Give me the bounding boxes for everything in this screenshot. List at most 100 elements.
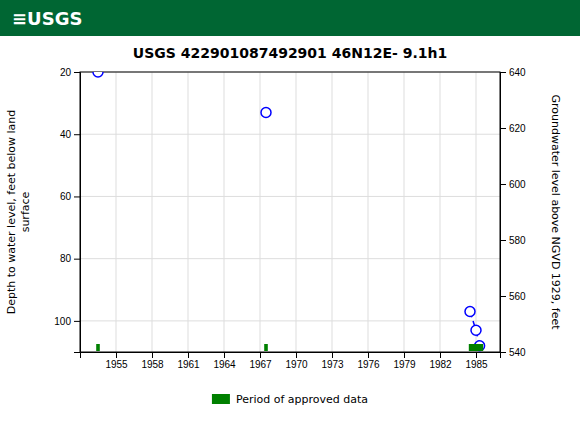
grid-line-x bbox=[224, 72, 225, 352]
x-tick-label: 1961 bbox=[177, 359, 200, 370]
x-tick: 1982 bbox=[429, 352, 452, 370]
x-tick-mark bbox=[332, 352, 333, 358]
x-tick-label: 1985 bbox=[465, 359, 488, 370]
title: USGS 422901087492901 46N12E- 9.1h1 bbox=[133, 45, 447, 61]
y2-tick: 580 bbox=[500, 235, 526, 246]
grid-line-x bbox=[476, 72, 477, 352]
y-tick-mark bbox=[74, 259, 80, 260]
y2-tick-label: 540 bbox=[509, 347, 526, 358]
x-tick-label: 1967 bbox=[249, 359, 272, 370]
x-tick-mark bbox=[368, 352, 369, 358]
x-tick-mark bbox=[260, 352, 261, 358]
x-tick-mark bbox=[224, 352, 225, 358]
x-tick-mark bbox=[296, 352, 297, 358]
grid-line-x bbox=[404, 72, 405, 352]
grid-line-x bbox=[152, 72, 153, 352]
y2-tick-mark bbox=[500, 352, 506, 353]
x-tick-mark bbox=[404, 352, 405, 358]
x-tick-mark bbox=[152, 352, 153, 358]
x-tick-mark bbox=[188, 352, 189, 358]
grid-line-x bbox=[332, 72, 333, 352]
grid-line-x bbox=[116, 72, 117, 352]
y-tick: 40 bbox=[60, 129, 80, 140]
legend-item: Period of approved data bbox=[212, 393, 368, 406]
y2-axis-label: Groundwater level above NGVD 1929, feet bbox=[549, 94, 562, 330]
y2-tick: 620 bbox=[500, 123, 526, 134]
y-tick: 60 bbox=[60, 191, 80, 202]
y-tick-label: 100 bbox=[54, 316, 71, 327]
y2-tick-label: 640 bbox=[509, 67, 526, 78]
plot-frame bbox=[80, 72, 500, 352]
y-axis: 20406080100 bbox=[54, 67, 80, 353]
y-tick: 100 bbox=[54, 316, 80, 327]
grid-line-y bbox=[80, 134, 500, 135]
chart: ≡USGS USGS 422901087492901 46N12E- 9.1h1 1… bbox=[0, 0, 580, 430]
y-axis-label: Depth to water level, feet below landsur… bbox=[5, 110, 31, 315]
period-bar bbox=[469, 344, 483, 351]
y2-tick-mark bbox=[500, 72, 506, 73]
y2-tick: 640 bbox=[500, 67, 526, 78]
y2-tick-mark bbox=[500, 184, 506, 185]
y-tick-mark bbox=[74, 321, 80, 322]
x-axis: 1955 1958 1961 1964 1967 1970 1973 1976 1979 1982… bbox=[81, 352, 501, 370]
x-tick: 1967 bbox=[249, 352, 272, 370]
x-tick-label: 1982 bbox=[429, 359, 452, 370]
legend-label: Period of approved data bbox=[236, 393, 368, 406]
y2-tick-label: 580 bbox=[509, 235, 526, 246]
plot-area bbox=[93, 72, 485, 351]
x-tick-mark bbox=[116, 352, 117, 358]
grid-line-y bbox=[80, 320, 500, 321]
y-axis-line bbox=[74, 73, 81, 353]
annotation: ≡USGS bbox=[12, 8, 82, 29]
x-tick: 1955 bbox=[105, 352, 128, 370]
x-tick: 1961 bbox=[177, 352, 200, 370]
y2-tick: 600 bbox=[500, 179, 526, 190]
grid bbox=[80, 72, 500, 352]
grid-line-x bbox=[260, 72, 261, 352]
y2-axis: 540 560 580 600 620 640 bbox=[500, 67, 526, 358]
period-bar bbox=[264, 344, 268, 351]
x-tick-label: 1979 bbox=[393, 359, 416, 370]
y2-tick: 560 bbox=[500, 291, 526, 302]
y-tick: 20 bbox=[60, 67, 80, 78]
x-tick-label: 1970 bbox=[285, 359, 308, 370]
x-axis-line bbox=[81, 353, 501, 359]
point bbox=[93, 72, 103, 77]
y-tick-mark bbox=[74, 72, 80, 73]
y2-tick-label: 620 bbox=[509, 123, 526, 134]
grid-line-x bbox=[440, 72, 441, 352]
period-bar bbox=[96, 344, 100, 351]
x-tick-label: 1973 bbox=[321, 359, 344, 370]
y-tick-mark bbox=[74, 134, 80, 135]
x-tick: 1985 bbox=[465, 352, 488, 370]
grid-line-x bbox=[368, 72, 369, 352]
x-tick: 1964 bbox=[213, 352, 236, 370]
x-tick: 1976 bbox=[357, 352, 380, 370]
grid-line-y bbox=[80, 258, 500, 259]
y2-tick-mark bbox=[500, 128, 506, 129]
grid-line-x bbox=[296, 72, 297, 352]
y2-tick-label: 600 bbox=[509, 179, 526, 190]
point bbox=[261, 107, 271, 117]
x-tick: 1973 bbox=[321, 352, 344, 370]
x-tick-label: 1964 bbox=[213, 359, 236, 370]
y-tick-label: 60 bbox=[60, 191, 72, 202]
legend: Period of approved data bbox=[212, 393, 368, 406]
x-tick-label: 1976 bbox=[357, 359, 380, 370]
x-tick-mark bbox=[476, 352, 477, 358]
y2-tick-label: 560 bbox=[509, 291, 526, 302]
x-tick-label: 1958 bbox=[141, 359, 164, 370]
grid-line-x bbox=[188, 72, 189, 352]
x-tick: 1979 bbox=[393, 352, 416, 370]
y2-tick-mark bbox=[500, 296, 506, 297]
point bbox=[465, 307, 475, 317]
y2-axis-line bbox=[501, 73, 507, 353]
y2-tick: 540 bbox=[500, 347, 526, 358]
header-bar bbox=[0, 0, 580, 36]
y-tick-label: 40 bbox=[60, 129, 72, 140]
x-tick: 1970 bbox=[285, 352, 308, 370]
y-tick-label: 20 bbox=[60, 67, 72, 78]
x-tick-label: 1955 bbox=[105, 359, 128, 370]
y2-tick-mark bbox=[500, 240, 506, 241]
x-tick-mark bbox=[440, 352, 441, 358]
